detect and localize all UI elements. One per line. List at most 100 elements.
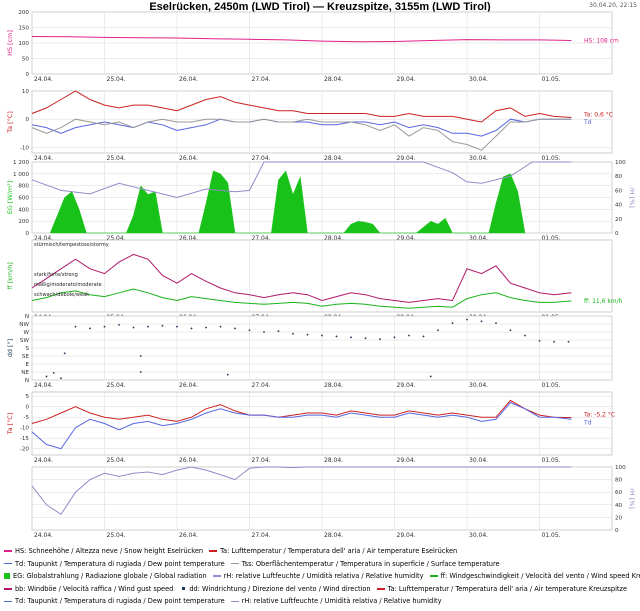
legend-label: ff: Windgeschwindigkeit / Velocità del v…	[440, 572, 640, 581]
x-tick-label: 28.04.	[324, 155, 343, 162]
series-line-wind	[31, 288, 572, 309]
x-tick-label: 27.04.	[252, 457, 271, 464]
y-tick-label: 0	[25, 72, 29, 78]
chart-legend: HS: Schneehöhe / Altezza neve / Snow hei…	[4, 545, 640, 608]
meteo-chart: 24.04. 25.04. 26.04. 27.04. 28.04. 29.04. 30.0…	[6, 10, 636, 539]
legend-item: rH: relative Luftfeuchte / Umidità relat…	[230, 595, 442, 608]
y-tick-label: 800	[18, 184, 29, 190]
direction-point	[89, 327, 91, 330]
direction-point	[466, 318, 468, 321]
direction-point	[350, 336, 352, 339]
y-tick-label: 0	[25, 405, 29, 411]
current-value-label: Ta: -5,2 °C	[583, 412, 615, 419]
legend-label: Td: Taupunkt / Temperatura di rugiada / …	[15, 559, 225, 568]
y-axis-label: HS [cm]	[6, 30, 14, 56]
legend-swatch	[4, 573, 10, 580]
legend-row: Td: Taupunkt / Temperatura di rugiada / …	[4, 595, 638, 608]
y-tick-label: SW	[20, 338, 30, 344]
x-tick-label: 24.04.	[34, 457, 53, 464]
direction-point	[139, 355, 142, 357]
y-tick-label: W	[23, 330, 29, 336]
legend-item: Td: Taupunkt / Temperatura di rugiada / …	[4, 558, 225, 571]
direction-point	[147, 325, 149, 328]
direction-point	[219, 325, 222, 328]
legend-item: Ta: Lufttemperatur / Temperatura dell' a…	[376, 583, 628, 596]
direction-point	[393, 336, 396, 339]
x-tick-label: 30.04.	[469, 457, 488, 464]
x-tick-label: 25.04.	[107, 532, 126, 539]
series-line-dew	[31, 401, 572, 450]
direction-point	[495, 322, 497, 325]
legend-item: Ta: Lufttemperatur / Temperatura dell' a…	[209, 545, 457, 558]
direction-point	[451, 322, 454, 325]
y-axis-label-right: rH [%]	[628, 187, 636, 208]
series-line-surface	[31, 118, 572, 151]
wind-category-label: schwach/debole/weak	[34, 292, 89, 298]
direction-point	[139, 371, 142, 373]
x-tick-label: 01.05.	[542, 235, 561, 242]
x-tick-label: 27.04.	[252, 532, 271, 539]
direction-point	[408, 334, 410, 337]
y-tick-label: -5	[23, 415, 29, 421]
legend-swatch	[230, 600, 239, 603]
legend-item: Tss: Oberflächentemperatur / Temperatura…	[230, 558, 500, 571]
legend-swatch	[212, 575, 221, 577]
x-tick-label: 01.05.	[542, 155, 561, 162]
x-tick-label: 01.05.	[542, 532, 561, 539]
x-tick-label: 26.04.	[179, 457, 198, 464]
y-tick-label: 600	[18, 196, 29, 202]
direction-point	[292, 332, 294, 335]
legend-swatch	[182, 587, 186, 591]
direction-point	[567, 340, 570, 343]
direction-point	[176, 325, 178, 328]
legend-label: Tss: Oberflächentemperatur / Temperatura…	[241, 559, 500, 568]
legend-item: EG: Globalstrahlung / Radiazione globale…	[4, 570, 207, 583]
direction-point	[437, 329, 439, 332]
x-tick-label: 30.04.	[469, 532, 488, 539]
legend-label: Td: Taupunkt / Temperatura di rugiada / …	[15, 597, 225, 606]
x-tick-label: 30.04.	[469, 235, 488, 242]
direction-point	[63, 352, 66, 355]
direction-point	[263, 331, 265, 333]
y-tick-label: NW	[19, 322, 29, 328]
y-tick-label: 200	[18, 10, 29, 16]
legend-swatch	[209, 550, 218, 552]
wind-category-label: stark/forte/strong	[34, 272, 78, 278]
x-tick-label: 25.04.	[107, 457, 126, 464]
legend-swatch	[4, 588, 12, 590]
direction-point	[118, 323, 120, 326]
x-tick-label: 25.04.	[107, 76, 126, 83]
x-tick-label: 24.04.	[34, 76, 53, 83]
legend-swatch	[4, 600, 12, 603]
legend-label: Ta: Lufttemperatur / Temperatura dell' a…	[387, 584, 628, 593]
current-value-label: HS: 108 cm	[584, 38, 619, 45]
current-value-label: ff: 11,6 km/h	[584, 298, 623, 305]
y-tick-label: N	[25, 314, 29, 320]
x-tick-label: 24.04.	[34, 155, 53, 162]
y-tick-label: 50	[22, 57, 30, 63]
direction-point	[480, 320, 483, 323]
current-value-label: Td	[583, 119, 592, 126]
y-tick-label-right: 60	[615, 490, 623, 496]
direction-point	[429, 375, 432, 378]
legend-item: ff: Windgeschwindigkeit / Velocità del v…	[429, 570, 640, 583]
x-tick-label: 30.04.	[469, 382, 488, 389]
legend-row: HS: Schneehöhe / Altezza neve / Snow hei…	[4, 545, 638, 558]
legend-label: dd: Windrichtung / Direzione del vento /…	[189, 584, 371, 593]
direction-point	[103, 325, 106, 328]
x-tick-label: 24.04.	[34, 382, 53, 389]
x-tick-label: 29.04.	[397, 457, 416, 464]
x-tick-label: 29.04.	[397, 155, 416, 162]
y-axis-label-right: rH [%]	[628, 488, 636, 509]
series-line-gust	[31, 253, 572, 303]
y-tick-label: 1 200	[13, 160, 29, 166]
timestamp: 30.04.20, 22:15	[589, 2, 637, 9]
y-tick-label: SE	[22, 354, 30, 360]
direction-point	[364, 337, 367, 340]
y-tick-label: 1 000	[13, 172, 29, 178]
x-tick-label: 29.04.	[397, 235, 416, 242]
direction-point	[161, 324, 164, 327]
y-tick-label-right: 80	[615, 174, 623, 180]
y-tick-label-right: 80	[615, 478, 623, 484]
wind-category-label: stürmisch/tempestoso/stormy	[34, 242, 109, 248]
